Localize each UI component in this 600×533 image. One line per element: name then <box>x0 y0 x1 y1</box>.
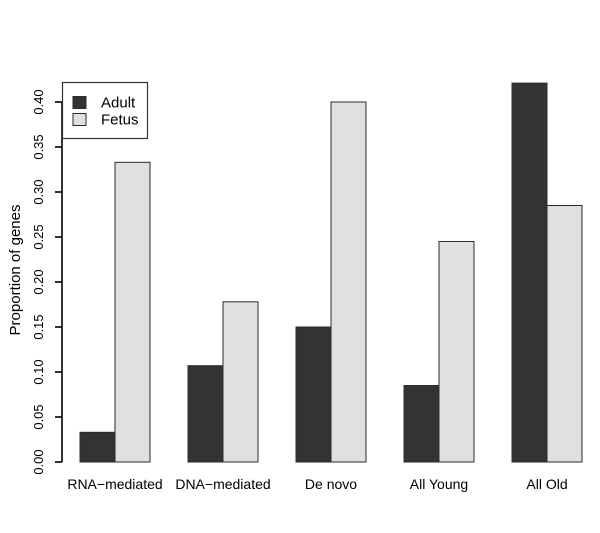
y-tick-label-0-05: 0.05 <box>31 404 46 429</box>
y-axis-title: Proportion of genes <box>7 205 24 336</box>
bar-fetus-all-young <box>438 241 475 463</box>
bar-fetus-dna-mediated <box>222 301 259 463</box>
legend-swatch-adult <box>72 96 87 109</box>
legend-swatch-fetus <box>72 113 87 126</box>
bar-adult-rna-mediated <box>79 431 116 463</box>
legend-label-fetus: Fetus <box>101 112 139 129</box>
bar-adult-all-old <box>511 82 548 463</box>
x-label-de-novo: De novo <box>305 476 357 492</box>
bar-fetus-rna-mediated <box>114 161 151 463</box>
y-tick-label-0-35: 0.35 <box>31 134 46 159</box>
y-tick-label-0-40: 0.40 <box>31 89 46 114</box>
bar-adult-de-novo <box>295 326 332 463</box>
y-tick-label-0-00: 0.00 <box>31 449 46 474</box>
y-tick-label-0-10: 0.10 <box>31 359 46 384</box>
y-tick-label-0-20: 0.20 <box>31 269 46 294</box>
x-label-dna-mediated: DNA−mediated <box>175 476 270 492</box>
legend-box <box>61 81 149 140</box>
bar-fetus-all-old <box>546 205 583 463</box>
y-tick-label-0-15: 0.15 <box>31 314 46 339</box>
x-label-all-young: All Young <box>410 476 468 492</box>
bar-adult-all-young <box>403 385 440 463</box>
y-tick-label-0-30: 0.30 <box>31 179 46 204</box>
bar-fetus-de-novo <box>330 101 367 463</box>
legend-label-adult: Adult <box>101 95 136 112</box>
x-label-all-old: All Old <box>526 476 567 492</box>
y-tick-label-0-25: 0.25 <box>31 224 46 249</box>
x-label-rna-mediated: RNA−mediated <box>67 476 162 492</box>
bar-adult-dna-mediated <box>187 365 224 463</box>
